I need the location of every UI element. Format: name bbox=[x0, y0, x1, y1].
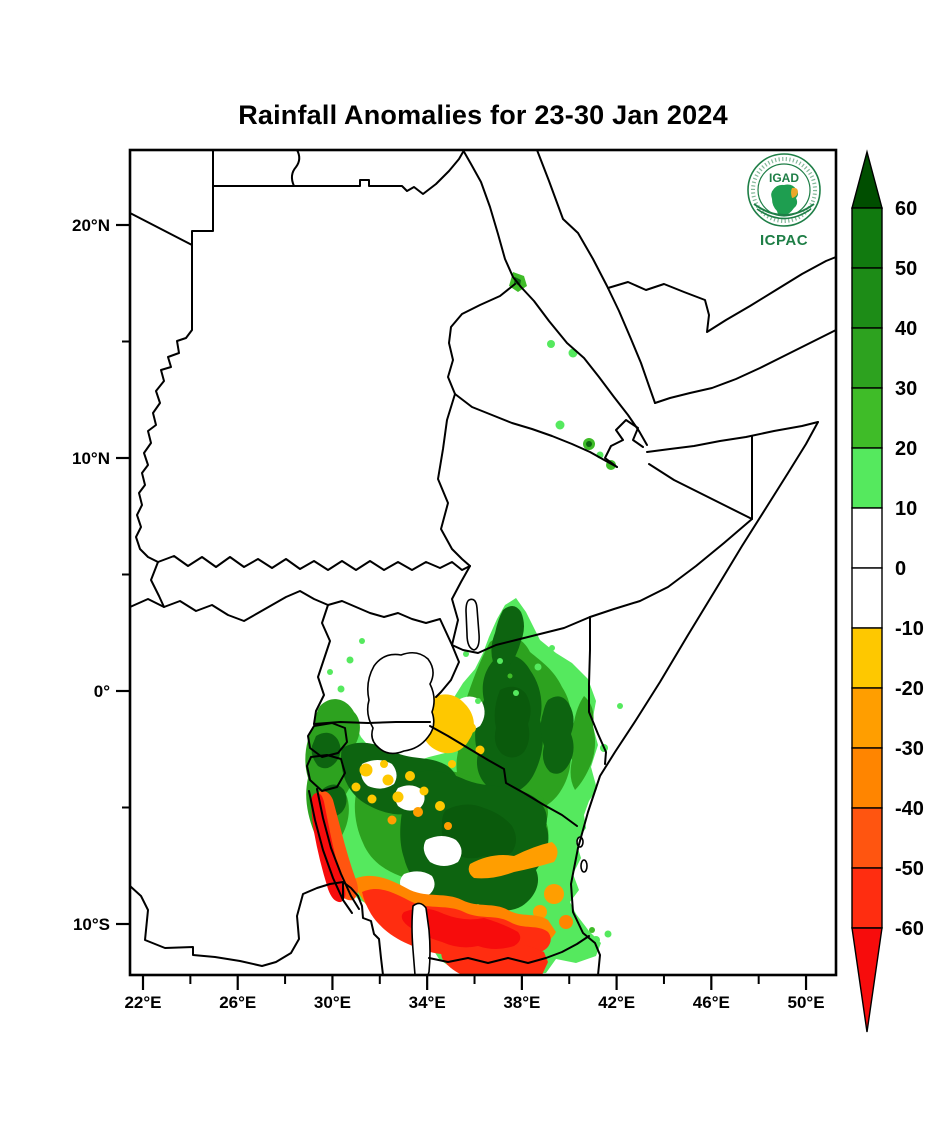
colorbar-segment bbox=[851, 507, 883, 569]
y-tick-label: 0° bbox=[94, 682, 110, 701]
y-tick-label: 20°N bbox=[72, 216, 110, 235]
colorbar-segment bbox=[851, 327, 883, 389]
colorbar-tick-label: -10 bbox=[895, 618, 924, 640]
colorbar-tick-label: 40 bbox=[895, 318, 917, 340]
laurel-wreath-icon bbox=[753, 203, 815, 216]
x-tick-label: 42°E bbox=[598, 993, 635, 1012]
colorbar-tick-label: -20 bbox=[895, 678, 924, 700]
x-tick-label: 26°E bbox=[219, 993, 256, 1012]
colorbar-tick-label: -40 bbox=[895, 798, 924, 820]
country-borders bbox=[129, 149, 837, 976]
x-tick-label: 46°E bbox=[693, 993, 730, 1012]
logo-igad-text: IGAD bbox=[769, 171, 799, 185]
colorbar-segment bbox=[851, 867, 883, 929]
colorbar-segment bbox=[851, 687, 883, 749]
anomaly-fills bbox=[305, 272, 623, 975]
lakes bbox=[366, 598, 588, 976]
y-axis-ticks: 20°N 10°N 0° 10°S bbox=[72, 216, 130, 934]
page-title: Rainfall Anomalies for 23-30 Jan 2024 bbox=[238, 100, 728, 130]
y-tick-label: 10°N bbox=[72, 449, 110, 468]
colorbar-tick-label: 20 bbox=[895, 438, 917, 460]
colorbar-segment bbox=[851, 747, 883, 809]
colorbar-segment bbox=[851, 627, 883, 689]
x-tick-label: 50°E bbox=[788, 993, 825, 1012]
colorbar-segment bbox=[851, 207, 883, 269]
x-tick-label: 34°E bbox=[409, 993, 446, 1012]
x-tick-label: 38°E bbox=[503, 993, 540, 1012]
x-tick-label: 22°E bbox=[124, 993, 161, 1012]
colorbar-tick-label: -30 bbox=[895, 738, 924, 760]
colorbar-segment bbox=[851, 807, 883, 869]
map-frame bbox=[128, 148, 838, 977]
lake-victoria bbox=[366, 651, 435, 755]
colorbar-arrow-top bbox=[851, 149, 883, 209]
colorbar-segment bbox=[851, 447, 883, 509]
colorbar-segment bbox=[851, 567, 883, 629]
colorbar-tick-label: 30 bbox=[895, 378, 917, 400]
island bbox=[580, 859, 588, 873]
colorbar-tick-label: -60 bbox=[895, 918, 924, 940]
y-tick-label: 10°S bbox=[73, 915, 110, 934]
x-axis-ticks: 22°E 26°E 30°E 34°E 38°E 42°E 46°E 50°E bbox=[124, 975, 825, 1012]
igad-icpac-logo: IGAD ICPAC bbox=[747, 153, 821, 249]
colorbar-segment bbox=[851, 267, 883, 329]
colorbar-tick-label: 10 bbox=[895, 498, 917, 520]
colorbar-tick-label: 50 bbox=[895, 258, 917, 280]
colorbar-segment bbox=[851, 387, 883, 449]
colorbar-tick-label: 60 bbox=[895, 198, 917, 220]
lake-turkana bbox=[465, 598, 480, 651]
logo-icpac-text: ICPAC bbox=[760, 232, 808, 249]
logo-ring-text bbox=[751, 157, 817, 223]
lake-nyasa bbox=[411, 902, 431, 976]
horn-of-africa-highlight bbox=[791, 187, 798, 198]
x-tick-label: 30°E bbox=[314, 993, 351, 1012]
colorbar-tick-label: 0 bbox=[895, 558, 906, 580]
colorbar-arrow-bottom bbox=[851, 927, 883, 1033]
colorbar-tick-label: -50 bbox=[895, 858, 924, 880]
colorbar: 60 50 40 30 20 10 0 -10 -20 -30 -40 -50 -60 bbox=[851, 149, 924, 1033]
